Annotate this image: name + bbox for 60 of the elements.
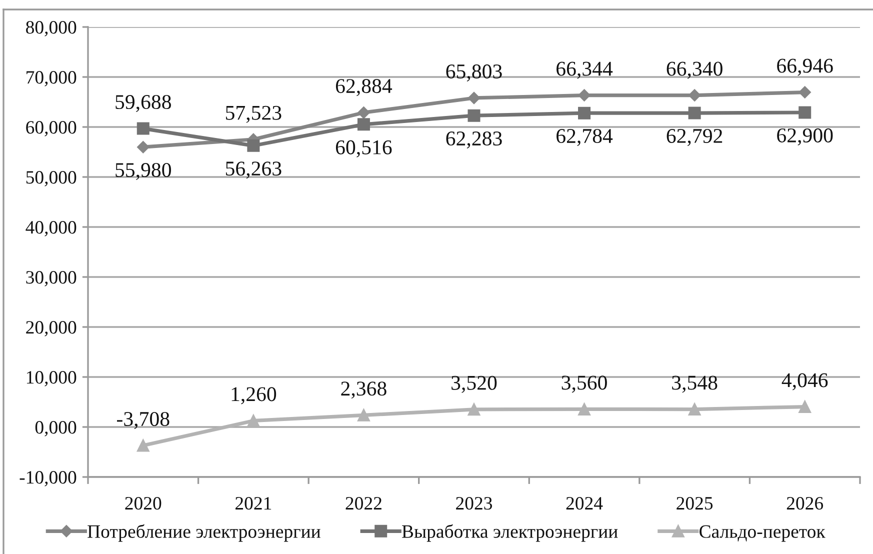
x-tick-label: 2021 bbox=[236, 496, 272, 510]
data-label: 66,344 bbox=[556, 62, 613, 79]
data-label: 62,884 bbox=[336, 79, 392, 96]
data-label: 3,560 bbox=[562, 376, 607, 393]
point bbox=[137, 141, 150, 154]
legend-label: Выработка электроэнергии bbox=[402, 524, 618, 542]
point bbox=[578, 89, 590, 102]
legend-label: Сальдо-переток bbox=[700, 525, 826, 542]
point bbox=[468, 109, 480, 122]
data-label: 2,368 bbox=[341, 382, 386, 399]
x-tick-label: 2025 bbox=[676, 496, 713, 510]
legend-label: Потребление электроэнергии bbox=[88, 524, 320, 542]
point bbox=[688, 403, 701, 416]
y-tick-label: 0,000 bbox=[35, 421, 76, 436]
point bbox=[468, 403, 480, 416]
point bbox=[247, 139, 260, 152]
x-tick-label: 2024 bbox=[566, 496, 603, 510]
data-label: -3,708 bbox=[117, 412, 170, 430]
y-tick-label: 80,000 bbox=[26, 21, 76, 36]
point bbox=[247, 414, 260, 427]
data-label: 65,803 bbox=[446, 64, 502, 82]
point bbox=[357, 118, 370, 131]
point bbox=[688, 106, 701, 120]
point bbox=[468, 92, 480, 104]
data-label: 3,548 bbox=[672, 376, 718, 393]
data-label: 59,688 bbox=[116, 94, 171, 112]
point bbox=[798, 106, 812, 119]
y-tick-label: -10,000 bbox=[20, 471, 76, 486]
y-tick-label: 50,000 bbox=[26, 171, 76, 186]
data-label: 62,784 bbox=[556, 128, 613, 146]
x-tick-label: 2022 bbox=[346, 496, 382, 510]
point bbox=[357, 408, 370, 422]
data-label: 1,260 bbox=[232, 387, 276, 404]
data-label: 57,523 bbox=[226, 106, 282, 123]
point bbox=[136, 122, 150, 135]
data-label: 60,516 bbox=[336, 140, 392, 158]
data-label: 62,283 bbox=[446, 131, 502, 149]
y-tick-label: 40,000 bbox=[26, 221, 76, 236]
data-label: 3,520 bbox=[452, 376, 497, 393]
data-label: 62,900 bbox=[777, 128, 833, 146]
point bbox=[578, 402, 591, 416]
data-label: 4,046 bbox=[782, 373, 828, 390]
x-tick-label: 2020 bbox=[125, 496, 162, 510]
x-tick-label: 2026 bbox=[786, 496, 824, 510]
y-tick-label: 70,000 bbox=[26, 71, 76, 86]
data-label: 66,946 bbox=[777, 58, 833, 76]
y-tick-label: 30,000 bbox=[26, 271, 76, 286]
data-label: 55,980 bbox=[116, 162, 171, 180]
point bbox=[798, 86, 811, 98]
point bbox=[358, 106, 370, 119]
data-label: 56,263 bbox=[226, 162, 282, 179]
x-tick-label: 2023 bbox=[456, 496, 492, 510]
point bbox=[578, 106, 591, 120]
y-tick-label: 10,000 bbox=[26, 371, 76, 386]
data-label: 66,340 bbox=[666, 62, 722, 79]
point bbox=[798, 400, 812, 414]
data-label: 62,792 bbox=[666, 128, 722, 146]
y-tick-label: 60,000 bbox=[26, 121, 76, 136]
y-tick-label: 20,000 bbox=[26, 321, 76, 336]
point bbox=[136, 439, 150, 452]
